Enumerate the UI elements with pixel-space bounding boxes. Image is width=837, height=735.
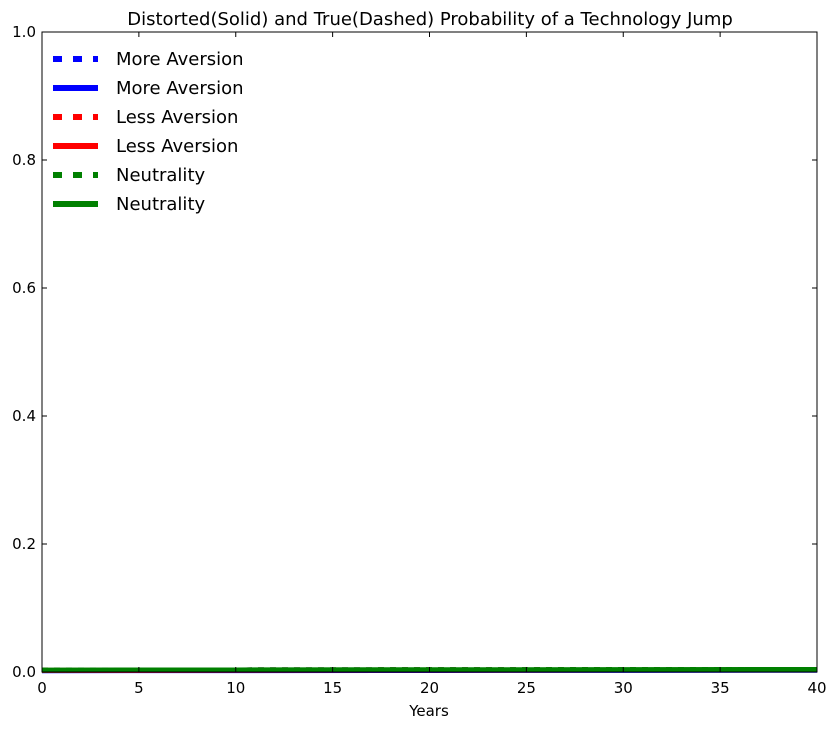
legend-label-more-aversion: More Aversion — [116, 78, 244, 99]
legend-label-more-aversion: More Aversion — [116, 49, 244, 70]
legend: More Aversion More Aversion Less Aversion L… — [53, 49, 244, 215]
x-tick-label: 15 — [323, 679, 342, 697]
x-tick-label: 10 — [226, 679, 245, 697]
x-axis-label: Years — [408, 702, 449, 720]
y-tick-label: 0.8 — [12, 151, 36, 169]
x-tick-label: 0 — [37, 679, 47, 697]
legend-label-neutrality: Neutrality — [116, 165, 205, 186]
y-tick-label: 0.2 — [12, 535, 36, 553]
x-tick-label: 30 — [614, 679, 633, 697]
x-tick-label: 35 — [711, 679, 730, 697]
y-tick-label: 0.6 — [12, 279, 36, 297]
x-tick-label: 25 — [517, 679, 536, 697]
legend-label-neutrality: Neutrality — [116, 194, 205, 215]
axes-frame — [41, 31, 818, 673]
x-tick-label: 5 — [134, 679, 144, 697]
x-tick-label: 20 — [420, 679, 439, 697]
legend-label-less-aversion: Less Aversion — [116, 107, 238, 128]
legend-label-less-aversion: Less Aversion — [116, 136, 238, 157]
axis-ticks: 0 5 10 15 20 25 30 35 40 0.0 0.2 0.4 0.6 0.8 1.0 — [12, 23, 826, 697]
y-tick-label: 0.4 — [12, 407, 36, 425]
x-tick-label: 40 — [807, 679, 826, 697]
chart-title: Distorted(Solid) and True(Dashed) Probab… — [127, 9, 733, 30]
y-tick-label: 0.0 — [12, 663, 36, 681]
y-tick-label: 1.0 — [12, 23, 36, 41]
